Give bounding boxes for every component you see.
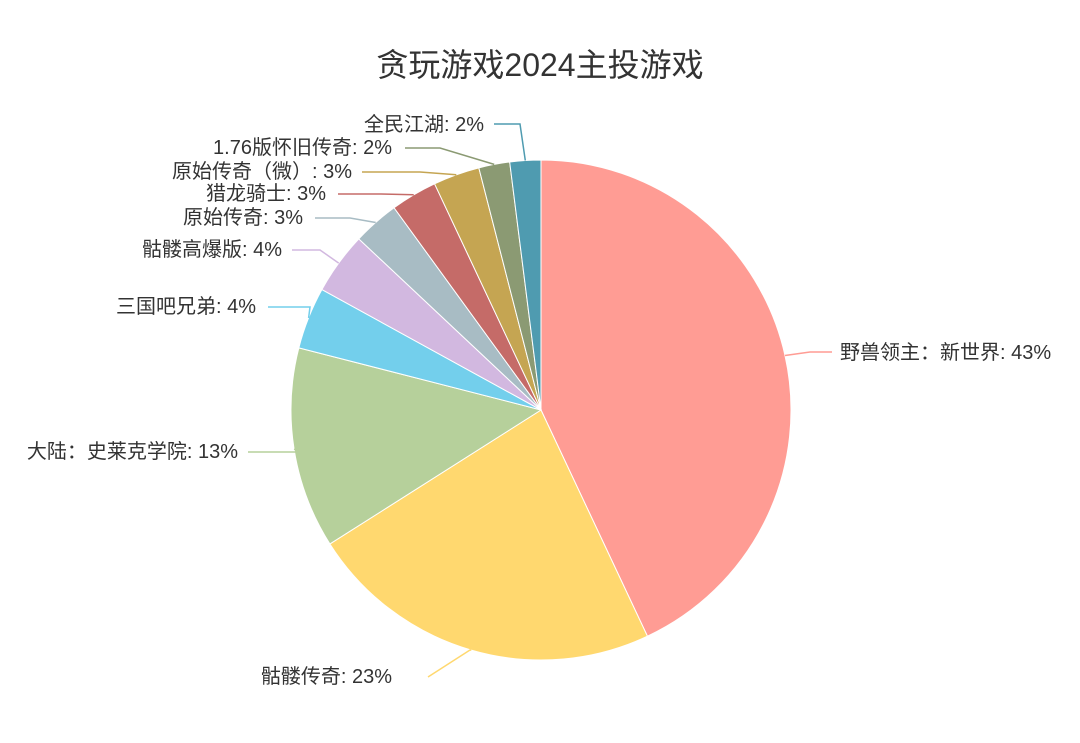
- chart-title: 贪玩游戏2024主投游戏: [376, 47, 703, 83]
- leader-line: [362, 171, 457, 176]
- leader-line: [248, 448, 301, 453]
- slice-label: 猎龙骑士: 3%: [206, 182, 326, 205]
- labels-layer: 野兽领主：新世界: 43% 骷髅传奇: 23% 大陆：史莱克学院: 13% 三国吧兄弟…: [27, 113, 1052, 688]
- slices-layer: [290, 159, 792, 661]
- slice-label: 原始传奇（微）: 3%: [172, 160, 352, 183]
- leader-lines-layer: [248, 123, 832, 678]
- slice-label: 三国吧兄弟: 4%: [116, 295, 256, 318]
- leader-line: [268, 306, 311, 319]
- slice-label: 1.76版怀旧传奇: 2%: [213, 136, 392, 159]
- pie-slice[interactable]: [540, 159, 792, 637]
- leader-line: [427, 649, 472, 678]
- slice-label: 骷髅高爆版: 4%: [142, 238, 282, 261]
- slice-label: 野兽领主：新世界: 43%: [840, 341, 1051, 364]
- leader-line: [338, 193, 414, 196]
- slice-label: 全民江湖: 2%: [364, 113, 484, 136]
- pie-slice[interactable]: [290, 347, 543, 545]
- slice-label: 原始传奇: 3%: [183, 206, 303, 229]
- leader-line: [315, 217, 376, 224]
- leader-line: [292, 249, 340, 264]
- leader-line: [494, 123, 527, 161]
- slice-label: 大陆：史莱克学院: 13%: [27, 440, 238, 463]
- leader-line: [784, 351, 832, 357]
- slice-label: 骷髅传奇: 23%: [261, 665, 392, 688]
- leader-line: [405, 147, 495, 166]
